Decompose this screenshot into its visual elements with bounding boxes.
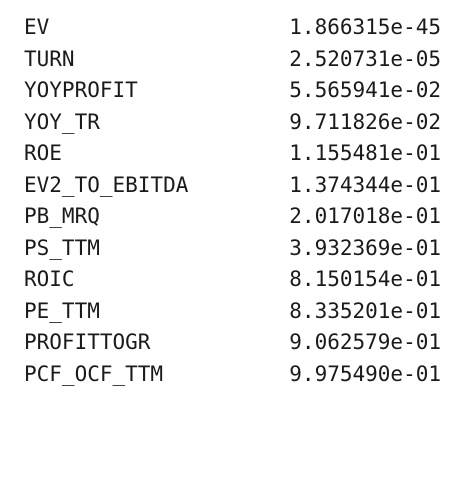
- output-row: EV2_TO_EBITDA 1.374344e-01: [0, 170, 468, 202]
- row-label: PE_TTM: [24, 298, 100, 323]
- row-value: 3.932369e-01: [289, 235, 441, 260]
- output-row: PS_TTM 3.932369e-01: [0, 233, 468, 265]
- row-label: ROIC: [24, 267, 75, 291]
- output-row: PE_TTM 8.335201e-01: [0, 296, 468, 328]
- row-value: 1.866315e-45: [289, 15, 441, 39]
- row-label: PB_MRQ: [24, 204, 100, 228]
- row-label: TURN: [24, 46, 75, 71]
- row-value: 9.975490e-01: [289, 361, 441, 386]
- output-row: PB_MRQ 2.017018e-01: [0, 201, 468, 233]
- console-output: EV 1.866315e-45 TURN 2.520731e-05 YOYPRO…: [0, 12, 468, 391]
- output-row: ROIC 8.150154e-01: [0, 264, 468, 296]
- row-label: PS_TTM: [24, 235, 100, 260]
- output-row: PCF_OCF_TTM 9.975490e-01: [0, 359, 468, 391]
- row-label: PROFITTOGR: [24, 330, 151, 354]
- row-label: PCF_OCF_TTM: [24, 361, 164, 386]
- row-value: 9.711826e-02: [289, 109, 441, 134]
- output-row: YOYPROFIT 5.565941e-02: [0, 75, 468, 107]
- row-label: YOY_TR: [24, 109, 100, 134]
- row-label: YOYPROFIT: [24, 78, 138, 102]
- row-label: ROE: [24, 141, 62, 165]
- row-value: 8.150154e-01: [289, 267, 441, 291]
- output-row: PROFITTOGR 9.062579e-01: [0, 327, 468, 359]
- output-row: EV 1.866315e-45: [0, 12, 468, 44]
- row-value: 2.520731e-05: [289, 46, 441, 71]
- row-value: 9.062579e-01: [289, 330, 441, 354]
- row-value: 1.374344e-01: [289, 172, 441, 197]
- row-value: 5.565941e-02: [289, 78, 441, 102]
- output-row: TURN 2.520731e-05: [0, 44, 468, 76]
- output-row: ROE 1.155481e-01: [0, 138, 468, 170]
- output-row: YOY_TR 9.711826e-02: [0, 107, 468, 139]
- row-label: EV2_TO_EBITDA: [24, 172, 189, 197]
- row-value: 2.017018e-01: [289, 204, 441, 228]
- row-value: 8.335201e-01: [289, 298, 441, 323]
- row-value: 1.155481e-01: [289, 141, 441, 165]
- row-label: EV: [24, 15, 50, 39]
